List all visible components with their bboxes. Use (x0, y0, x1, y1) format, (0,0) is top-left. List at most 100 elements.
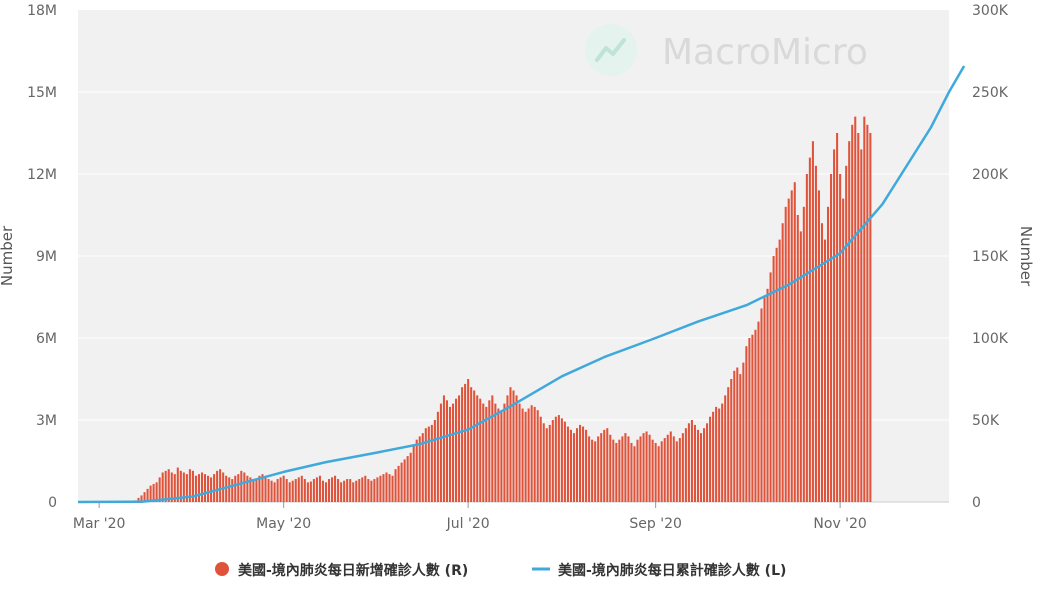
logo-trend-mark (595, 38, 626, 62)
bar (309, 481, 312, 502)
bar (203, 474, 207, 502)
line-series (77, 65, 966, 504)
bar (394, 469, 397, 502)
bar (820, 223, 824, 502)
bar (219, 469, 222, 502)
bar (542, 423, 545, 502)
bar (476, 395, 479, 502)
bar (370, 480, 373, 502)
bar (766, 288, 769, 502)
x-axis-ticks: Mar '20 May '20 Jul '20 Sep '20 Nov '20 (73, 502, 867, 532)
bar (207, 475, 210, 502)
bar (533, 406, 536, 502)
bar (760, 308, 763, 502)
bar (836, 133, 839, 502)
bar (491, 395, 494, 502)
bar (736, 367, 739, 502)
watermark: MacroMicro (585, 24, 868, 76)
bar (575, 428, 579, 502)
bar (745, 346, 748, 502)
bar (860, 149, 863, 502)
bar (823, 239, 827, 502)
bar (799, 231, 802, 502)
bar (282, 475, 285, 502)
bar (488, 400, 491, 502)
bar (863, 116, 866, 502)
bar (814, 165, 817, 503)
left-tick-label: 12M (27, 167, 57, 183)
bar (418, 436, 421, 502)
bar (654, 442, 657, 502)
bar-series (131, 116, 872, 503)
bar (663, 438, 666, 502)
bar (176, 467, 179, 502)
bar (775, 247, 778, 502)
bar (448, 406, 452, 502)
bar (748, 338, 751, 502)
bar (267, 479, 270, 502)
bar (391, 475, 394, 502)
bar (769, 272, 772, 502)
bar (751, 334, 754, 502)
bar (228, 477, 231, 502)
bar (433, 420, 436, 502)
right-tick-label: 200K (972, 167, 1009, 183)
left-tick-label: 0 (48, 495, 57, 511)
bar (612, 439, 615, 502)
bar (793, 182, 796, 502)
bar (246, 475, 249, 502)
bar (784, 206, 787, 503)
bar (397, 465, 400, 502)
bar (579, 424, 582, 502)
bar (733, 370, 736, 502)
x-tick-label: Sep '20 (629, 516, 682, 532)
bar (173, 474, 176, 502)
bar (243, 472, 246, 502)
bar (442, 395, 445, 502)
bar (727, 387, 730, 502)
bar (461, 387, 464, 502)
bar (703, 428, 706, 502)
right-tick-label: 0 (972, 495, 981, 511)
bar (291, 480, 294, 502)
bar (385, 472, 388, 502)
bar (763, 297, 766, 502)
bar (200, 472, 204, 502)
bar (754, 329, 757, 502)
bar (536, 410, 539, 502)
bar (660, 441, 663, 502)
bar (557, 415, 560, 502)
bar (373, 479, 376, 502)
bar (294, 479, 297, 502)
bar (279, 477, 282, 502)
bar (167, 469, 170, 502)
bar (675, 441, 678, 502)
bar (690, 420, 693, 502)
bar (149, 485, 152, 502)
bar (297, 477, 300, 502)
bar (687, 423, 690, 502)
bar (869, 133, 872, 502)
bar (188, 469, 191, 502)
bar (255, 479, 258, 502)
bar (848, 141, 851, 502)
bar (261, 474, 264, 502)
legend-item-bar[interactable]: 美國-境內肺炎每日新增確診人數 (R) (215, 562, 468, 579)
bar (451, 403, 455, 502)
bar (182, 472, 185, 502)
bar (409, 452, 412, 502)
bar (312, 479, 315, 502)
bar (315, 477, 318, 502)
bar (630, 442, 633, 502)
bar (609, 434, 612, 502)
bar (306, 482, 309, 502)
bar (699, 433, 703, 502)
bar (197, 474, 200, 502)
bar (615, 442, 618, 502)
legend-item-line[interactable]: 美國-境內肺炎每日累計確診人數 (L) (532, 562, 786, 579)
bar (842, 198, 845, 502)
bar (427, 426, 430, 502)
bar (321, 480, 324, 502)
bar (524, 411, 527, 502)
bar (367, 479, 370, 502)
